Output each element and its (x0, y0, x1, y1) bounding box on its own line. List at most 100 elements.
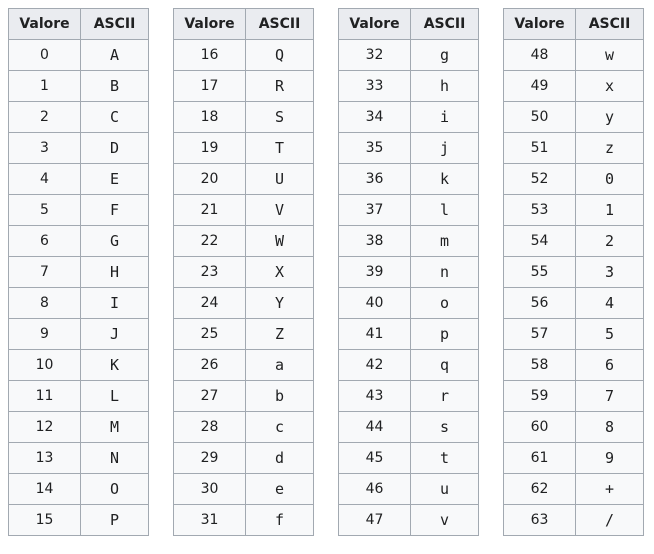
ascii-cell: y (575, 101, 644, 133)
ascii-cell: L (80, 380, 149, 412)
value-cell: 4 (8, 163, 81, 195)
value-cell: 34 (338, 101, 411, 133)
table-row: 50 y (503, 101, 644, 133)
table-row: 33 h (338, 70, 479, 102)
value-cell: 58 (503, 349, 576, 381)
value-cell: 6 (8, 225, 81, 257)
table-row: 62 + (503, 473, 644, 505)
ascii-cell: t (410, 442, 479, 474)
table-row: 43 r (338, 380, 479, 412)
ascii-cell: u (410, 473, 479, 505)
value-cell: 36 (338, 163, 411, 195)
value-column-header: Valore (338, 8, 411, 40)
table-row: 24 Y (173, 287, 314, 319)
ascii-column-header: ASCII (410, 8, 479, 40)
table-row: 14 O (8, 473, 149, 505)
table-row: 45 t (338, 442, 479, 474)
table-row: 54 2 (503, 225, 644, 257)
base64-table-4: Valore ASCII 48 w 49 x 50 y 51 z 52 0 53 1 54 2 55 3 56 4 57… (503, 8, 644, 536)
ascii-cell: c (245, 411, 314, 443)
value-cell: 22 (173, 225, 246, 257)
table-row: 60 8 (503, 411, 644, 443)
value-cell: 30 (173, 473, 246, 505)
ascii-column-header: ASCII (80, 8, 149, 40)
value-cell: 57 (503, 318, 576, 350)
value-cell: 23 (173, 256, 246, 288)
table-row: 29 d (173, 442, 314, 474)
ascii-cell: G (80, 225, 149, 257)
ascii-cell: A (80, 39, 149, 71)
table-row: 52 0 (503, 163, 644, 195)
value-cell: 33 (338, 70, 411, 102)
value-cell: 55 (503, 256, 576, 288)
ascii-cell: f (245, 504, 314, 536)
ascii-cell: C (80, 101, 149, 133)
ascii-cell: R (245, 70, 314, 102)
value-cell: 18 (173, 101, 246, 133)
value-cell: 40 (338, 287, 411, 319)
table-row: 16 Q (173, 39, 314, 71)
table-row: 61 9 (503, 442, 644, 474)
ascii-cell: k (410, 163, 479, 195)
value-cell: 26 (173, 349, 246, 381)
value-cell: 25 (173, 318, 246, 350)
ascii-cell: r (410, 380, 479, 412)
value-cell: 19 (173, 132, 246, 164)
value-cell: 16 (173, 39, 246, 71)
ascii-cell: 2 (575, 225, 644, 257)
ascii-cell: 6 (575, 349, 644, 381)
table-header-row: Valore ASCII (173, 8, 314, 40)
ascii-cell: N (80, 442, 149, 474)
table-row: 11 L (8, 380, 149, 412)
table-row: 47 v (338, 504, 479, 536)
value-cell: 12 (8, 411, 81, 443)
value-cell: 35 (338, 132, 411, 164)
ascii-cell: l (410, 194, 479, 226)
ascii-cell: U (245, 163, 314, 195)
value-cell: 52 (503, 163, 576, 195)
table-header-row: Valore ASCII (503, 8, 644, 40)
table-row: 38 m (338, 225, 479, 257)
value-cell: 9 (8, 318, 81, 350)
value-column-header: Valore (503, 8, 576, 40)
ascii-cell: z (575, 132, 644, 164)
table-header-row: Valore ASCII (8, 8, 149, 40)
value-cell: 46 (338, 473, 411, 505)
ascii-cell: B (80, 70, 149, 102)
table-row: 49 x (503, 70, 644, 102)
ascii-cell: Y (245, 287, 314, 319)
value-cell: 48 (503, 39, 576, 71)
ascii-cell: / (575, 504, 644, 536)
value-cell: 54 (503, 225, 576, 257)
table-row: 35 j (338, 132, 479, 164)
ascii-cell: M (80, 411, 149, 443)
table-row: 17 R (173, 70, 314, 102)
value-cell: 60 (503, 411, 576, 443)
value-cell: 61 (503, 442, 576, 474)
ascii-cell: w (575, 39, 644, 71)
value-cell: 42 (338, 349, 411, 381)
value-cell: 37 (338, 194, 411, 226)
value-cell: 53 (503, 194, 576, 226)
ascii-cell: s (410, 411, 479, 443)
table-row: 42 q (338, 349, 479, 381)
value-cell: 44 (338, 411, 411, 443)
table-row: 63/ (503, 504, 644, 536)
table-row: 26 a (173, 349, 314, 381)
value-cell: 8 (8, 287, 81, 319)
value-cell: 5 (8, 194, 81, 226)
value-cell: 13 (8, 442, 81, 474)
ascii-cell: W (245, 225, 314, 257)
value-cell: 28 (173, 411, 246, 443)
table-header-row: Valore ASCII (338, 8, 479, 40)
value-cell: 10 (8, 349, 81, 381)
ascii-cell: Q (245, 39, 314, 71)
ascii-cell: h (410, 70, 479, 102)
table-row: 15 P (8, 504, 149, 536)
